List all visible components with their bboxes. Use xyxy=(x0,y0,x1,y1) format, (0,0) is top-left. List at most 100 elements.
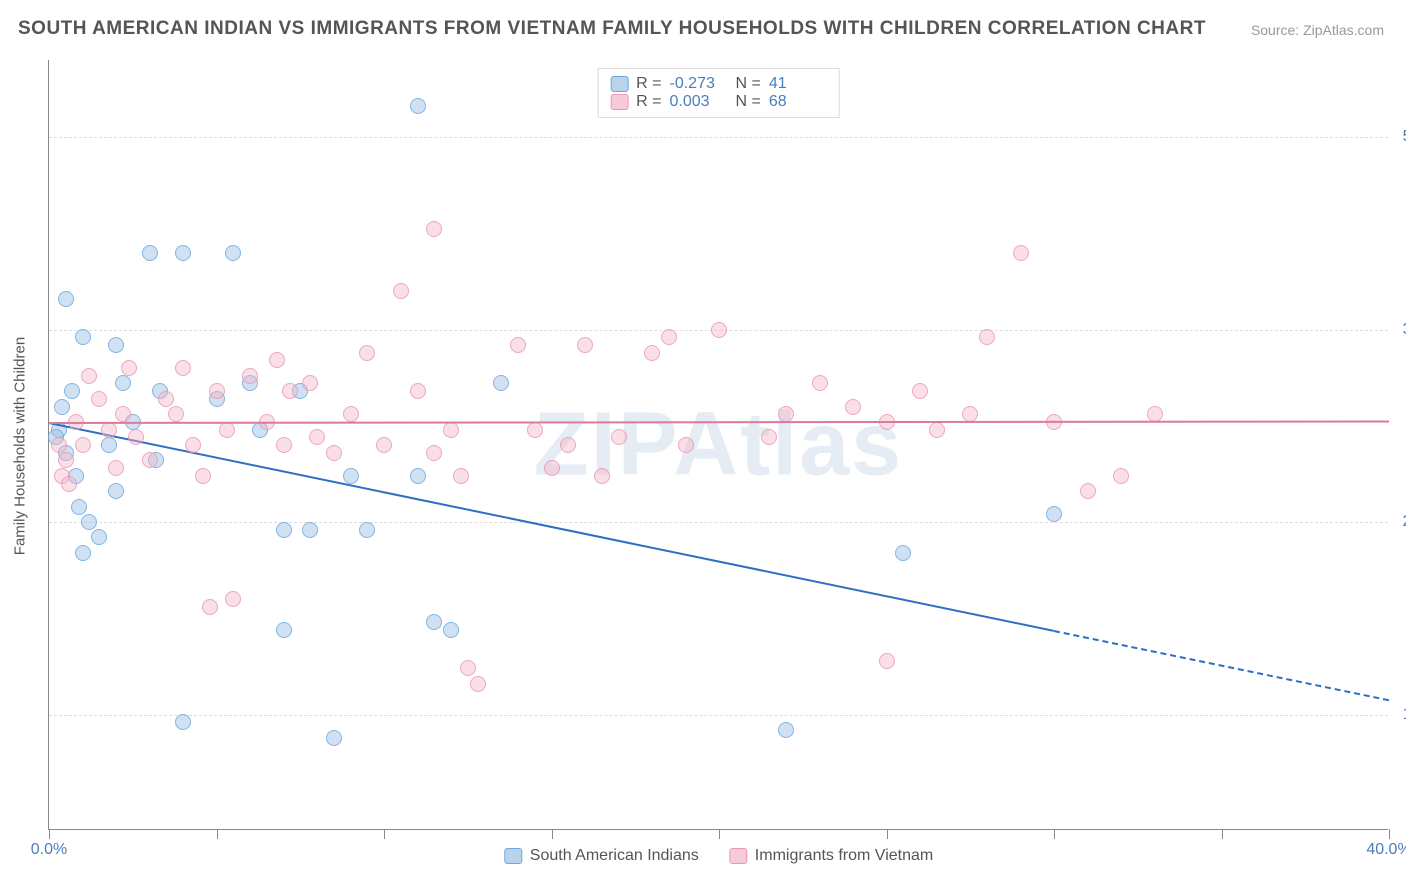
legend-r-label: R = xyxy=(636,75,661,93)
data-point xyxy=(51,437,67,453)
data-point xyxy=(195,468,211,484)
y-gridline xyxy=(49,715,1388,716)
data-point xyxy=(611,429,627,445)
x-tick xyxy=(552,829,553,839)
data-point xyxy=(175,714,191,730)
y-axis-label: Family Households with Children xyxy=(12,337,29,555)
data-point xyxy=(225,245,241,261)
data-point xyxy=(1046,506,1062,522)
data-point xyxy=(81,368,97,384)
data-point xyxy=(929,422,945,438)
data-point xyxy=(202,599,218,615)
legend-row: R = -0.273 N = 41 xyxy=(610,75,827,93)
data-point xyxy=(912,383,928,399)
data-point xyxy=(1113,468,1129,484)
data-point xyxy=(168,406,184,422)
data-point xyxy=(269,352,285,368)
data-point xyxy=(75,437,91,453)
data-point xyxy=(426,221,442,237)
data-point xyxy=(81,514,97,530)
data-point xyxy=(1080,483,1096,499)
data-point xyxy=(128,429,144,445)
data-point xyxy=(510,337,526,353)
legend-swatch xyxy=(729,848,747,864)
data-point xyxy=(410,383,426,399)
legend-item: Immigrants from Vietnam xyxy=(729,847,933,865)
data-point xyxy=(410,468,426,484)
data-point xyxy=(493,375,509,391)
legend-n-label: N = xyxy=(736,75,761,93)
data-point xyxy=(158,391,174,407)
y-tick-label: 50.0% xyxy=(1403,128,1406,146)
data-point xyxy=(276,522,292,538)
data-point xyxy=(142,452,158,468)
data-point xyxy=(75,545,91,561)
data-point xyxy=(879,653,895,669)
data-point xyxy=(343,406,359,422)
data-point xyxy=(359,345,375,361)
chart-title: SOUTH AMERICAN INDIAN VS IMMIGRANTS FROM… xyxy=(18,18,1206,40)
data-point xyxy=(426,445,442,461)
data-point xyxy=(108,460,124,476)
x-tick xyxy=(1054,829,1055,839)
legend-n-value: 68 xyxy=(769,93,827,111)
data-point xyxy=(443,622,459,638)
x-tick xyxy=(1222,829,1223,839)
data-point xyxy=(108,337,124,353)
data-point xyxy=(644,345,660,361)
data-point xyxy=(91,529,107,545)
data-point xyxy=(54,399,70,415)
data-point xyxy=(115,406,131,422)
correlation-legend: R = -0.273 N = 41R =0.003N =68 xyxy=(597,68,840,118)
data-point xyxy=(470,676,486,692)
trend-line xyxy=(49,420,1389,424)
scatter-chart: ZIPAtlas R =-0.273N =41R =0.003N =68 Sou… xyxy=(48,60,1388,830)
data-point xyxy=(778,722,794,738)
data-point xyxy=(678,437,694,453)
x-tick-label: 40.0% xyxy=(1366,841,1406,859)
data-point xyxy=(979,329,995,345)
data-point xyxy=(326,445,342,461)
legend-swatch xyxy=(610,94,628,110)
trend-line xyxy=(49,422,1054,632)
legend-r-label: R = xyxy=(636,93,661,111)
x-tick xyxy=(217,829,218,839)
data-point xyxy=(115,375,131,391)
data-point xyxy=(1013,245,1029,261)
data-point xyxy=(242,368,258,384)
data-point xyxy=(58,452,74,468)
legend-r-value: -0.273 xyxy=(670,75,728,93)
data-point xyxy=(460,660,476,676)
legend-row: R =0.003N =68 xyxy=(610,93,827,111)
data-point xyxy=(64,383,80,399)
data-point xyxy=(661,329,677,345)
data-point xyxy=(544,460,560,476)
legend-n-value: 41 xyxy=(769,75,827,93)
data-point xyxy=(101,422,117,438)
series-legend: South American Indians Immigrants from Vi… xyxy=(504,847,933,865)
trend-line xyxy=(1054,630,1389,701)
data-point xyxy=(175,245,191,261)
source-label: Source: ZipAtlas.com xyxy=(1251,22,1384,38)
legend-item-label: Immigrants from Vietnam xyxy=(755,847,933,865)
data-point xyxy=(175,360,191,376)
data-point xyxy=(326,730,342,746)
data-point xyxy=(711,322,727,338)
data-point xyxy=(845,399,861,415)
y-gridline xyxy=(49,137,1388,138)
data-point xyxy=(282,383,298,399)
data-point xyxy=(219,422,235,438)
legend-item-label: South American Indians xyxy=(530,847,699,865)
data-point xyxy=(410,98,426,114)
data-point xyxy=(302,522,318,538)
data-point xyxy=(376,437,392,453)
data-point xyxy=(761,429,777,445)
data-point xyxy=(302,375,318,391)
data-point xyxy=(359,522,375,538)
data-point xyxy=(812,375,828,391)
data-point xyxy=(778,406,794,422)
data-point xyxy=(895,545,911,561)
data-point xyxy=(962,406,978,422)
x-tick xyxy=(384,829,385,839)
data-point xyxy=(71,499,87,515)
